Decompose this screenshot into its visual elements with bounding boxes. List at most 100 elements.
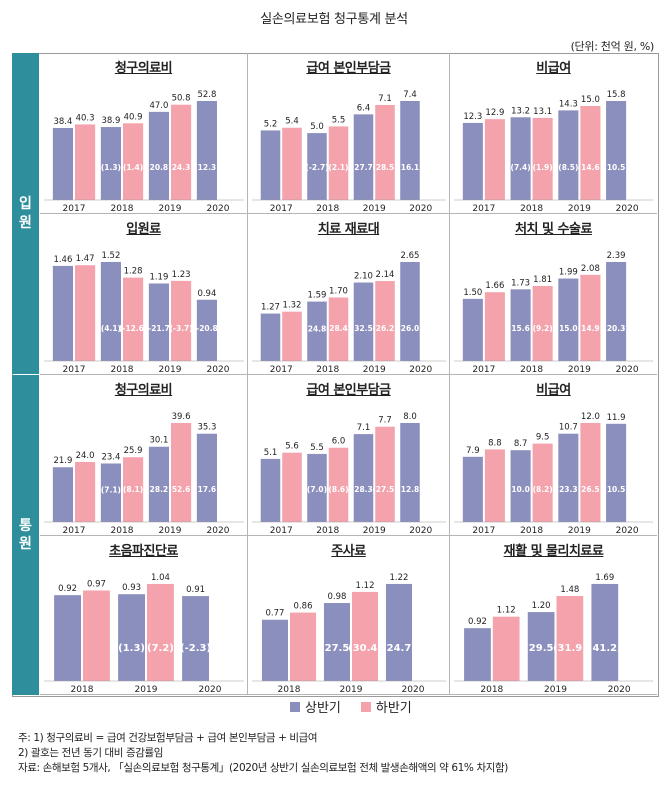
x-tick-label: 2020	[616, 526, 639, 536]
bar	[83, 590, 110, 681]
change-label: (-3.7)	[169, 324, 192, 333]
data-label: 7.9	[466, 446, 480, 456]
bar	[532, 286, 553, 361]
data-label: 38.9	[101, 116, 120, 126]
unit-label: (단위: 천억 원, %)	[570, 40, 655, 53]
x-tick-label: 2018	[520, 365, 543, 375]
section-label-char: 통	[19, 517, 32, 534]
change-label: (16.1)	[397, 163, 422, 172]
change-label: (27.5)	[320, 643, 354, 654]
data-label: 8.8	[488, 438, 502, 448]
bar	[580, 105, 601, 200]
bar	[52, 265, 73, 361]
change-label: (-20.8)	[193, 324, 221, 333]
x-tick-label: 2017	[472, 526, 495, 536]
chart-panel: 주사료 0.77 0.86 2018 0.98 (27.5) 1.12 (30.4) 2019 1…	[248, 536, 450, 695]
bar	[484, 119, 505, 200]
change-label: (26.2)	[372, 324, 397, 333]
data-label: 30.1	[149, 436, 168, 446]
change-label: (28.5)	[372, 163, 397, 172]
section-label-inpatient: 입 원	[12, 53, 39, 374]
bar	[400, 100, 420, 200]
x-tick-label: 2017	[63, 204, 86, 214]
chart-svg: 1.501.66 2017 1.73 (15.6) 1.81 (9.2) 2018 1.99 (…	[454, 251, 653, 375]
x-tick-label: 2019	[363, 526, 386, 536]
change-label: (1.9)	[533, 163, 553, 172]
chart-svg: 1.27 1.32 2017 1.59 (24.8) 1.70 (28.4) 2018 2.10…	[252, 251, 446, 374]
change-label: (17.6)	[194, 485, 219, 494]
data-label: 23.4	[101, 452, 120, 462]
bar	[484, 449, 505, 522]
legend-item-first-half: 상반기	[290, 697, 341, 716]
chart-panel: 입원료 1.46 1.47 2017 1.52 (4.1) 1.28 (-12.6) 2018 1…	[40, 214, 248, 375]
chart-title: 급여 본인부담금	[306, 383, 391, 398]
data-label: 15.8	[607, 90, 626, 100]
chart-svg: 0.77 0.86 2018 0.98 (27.5) 1.12 (30.4) 2019 1.22…	[252, 573, 446, 695]
change-label: (7.2)	[147, 643, 174, 654]
bar	[260, 458, 281, 522]
bar	[307, 133, 327, 200]
x-tick-label: 2018	[278, 685, 301, 695]
x-tick-label: 2017	[63, 526, 86, 536]
bar	[353, 434, 374, 522]
bar	[558, 433, 579, 522]
bar	[353, 114, 374, 200]
bar	[462, 122, 483, 200]
data-label: 1.27	[261, 303, 280, 313]
data-label: 47.0	[149, 101, 168, 111]
bar	[171, 104, 192, 200]
bar	[261, 619, 288, 681]
data-label: 1.19	[149, 272, 168, 282]
data-label: 1.81	[533, 275, 552, 285]
legend-swatch-first-half	[290, 701, 300, 712]
change-label: (7.1)	[101, 486, 121, 495]
chart-title: 비급여	[536, 61, 571, 76]
data-label: 2.08	[581, 264, 600, 274]
data-label: 1.50	[463, 288, 482, 298]
data-label: 1.12	[356, 581, 375, 591]
bar	[328, 447, 349, 522]
bar	[375, 426, 395, 522]
bar	[510, 289, 531, 361]
change-label: (41.2)	[588, 643, 622, 654]
data-label: 2.14	[376, 270, 395, 280]
data-label: 5.0	[310, 122, 324, 132]
change-label: (20.8)	[146, 163, 171, 172]
bar	[196, 299, 217, 361]
data-label: 5.5	[332, 115, 346, 125]
data-label: 1.73	[511, 278, 530, 288]
bar	[148, 446, 169, 522]
bar	[606, 100, 627, 200]
change-label: (8.2)	[533, 485, 553, 494]
chart-svg: 5.1 5.6 2017 5.5 (7.0) 6.0 (8.6) 2018 7.1 (28.3) 7…	[252, 412, 446, 536]
legend: 상반기 하반기	[290, 697, 412, 716]
data-label: 13.2	[511, 106, 530, 116]
x-tick-label: 2020	[207, 204, 230, 214]
change-label: (10.0)	[508, 485, 533, 494]
x-tick-label: 2019	[340, 685, 363, 695]
data-label: 7.7	[378, 416, 392, 426]
change-label: (12.3)	[194, 163, 219, 172]
change-label: (28.2)	[146, 485, 171, 494]
bar	[484, 292, 505, 361]
x-tick-label: 2019	[159, 204, 182, 214]
chart-title: 청구의료비	[114, 61, 173, 76]
chart-svg: 0.92 0.97 2018 0.93 (1.3) 1.04 (7.2) 2019 0.91 (-…	[44, 573, 244, 695]
legend-item-second-half: 하반기	[360, 697, 412, 716]
data-label: 0.86	[294, 602, 313, 612]
bar	[52, 467, 73, 522]
bar	[462, 456, 483, 522]
bar	[510, 117, 531, 200]
x-tick-label: 2019	[135, 685, 158, 695]
x-tick-label: 2020	[402, 685, 425, 695]
legend-label-second-half: 하반기	[375, 701, 412, 716]
bar	[375, 281, 395, 361]
change-label: (28.3)	[351, 485, 376, 494]
bar	[100, 261, 121, 361]
bar	[196, 433, 217, 522]
change-label: (7.0)	[307, 485, 327, 494]
data-label: 2.10	[354, 272, 373, 282]
bar	[328, 297, 349, 361]
data-label: 1.22	[390, 573, 409, 583]
chart-panel: 재활 및 물리치료료 0.92 1.12 2018 1.20 (29.5) 1.48 (31.…	[450, 536, 657, 695]
